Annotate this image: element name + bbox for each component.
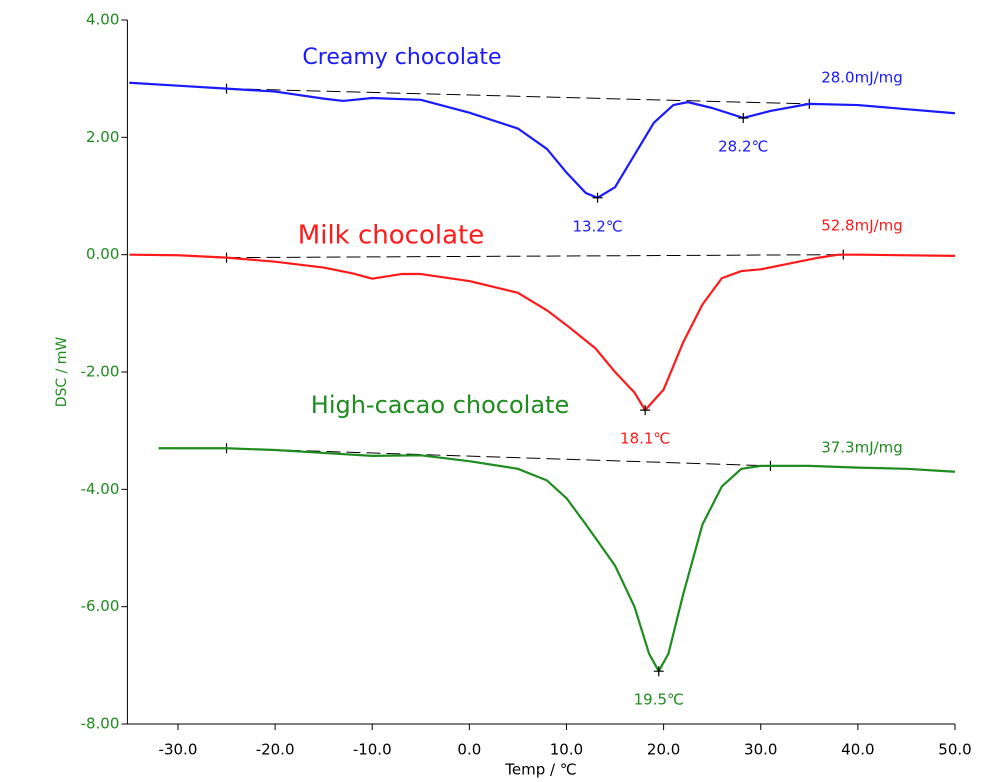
- peak-marker: [738, 112, 749, 123]
- x-tick-label: 0.0: [457, 741, 481, 759]
- y-tick-label: -2.00: [81, 363, 120, 381]
- series-name: Milk chocolate: [298, 221, 484, 251]
- baseline: [226, 88, 810, 105]
- peak-marker: [653, 666, 664, 677]
- series-line: [129, 81, 956, 199]
- enthalpy-label: 37.3mJ/mg: [821, 439, 903, 457]
- series-name: Creamy chocolate: [302, 45, 501, 70]
- peak-marker: [592, 192, 603, 203]
- x-tick-label: 40.0: [841, 741, 874, 759]
- x-axis-label: Temp / ℃: [504, 761, 576, 779]
- x-tick-label: -10.0: [353, 741, 392, 759]
- y-tick-label: -8.00: [81, 715, 120, 733]
- series-name: High-cacao chocolate: [311, 391, 569, 419]
- peak-label: 18.1℃: [620, 430, 670, 448]
- series-line: [129, 253, 956, 412]
- x-tick-label: 20.0: [647, 741, 680, 759]
- peak-label: 13.2℃: [572, 217, 622, 235]
- enthalpy-label: 28.0mJ/mg: [821, 69, 903, 87]
- peak-label: 28.2℃: [718, 137, 768, 155]
- peak-marker: [640, 405, 651, 416]
- y-tick-label: 4.00: [86, 11, 119, 29]
- x-tick-label: 30.0: [744, 741, 777, 759]
- baseline: [226, 447, 771, 467]
- y-tick-label: -6.00: [81, 597, 120, 615]
- y-tick-label: 0.00: [86, 245, 119, 263]
- x-tick-label: 10.0: [550, 741, 583, 759]
- y-tick-label: -4.00: [81, 480, 120, 498]
- x-tick-label: 50.0: [938, 741, 971, 759]
- y-axis-label: DSC / mW: [54, 337, 70, 408]
- y-tick-label: 2.00: [86, 128, 119, 146]
- series-line: [158, 447, 956, 673]
- enthalpy-label: 52.8mJ/mg: [821, 217, 903, 235]
- peak-label: 19.5℃: [634, 691, 684, 709]
- baseline: [226, 254, 844, 259]
- x-tick-label: -20.0: [256, 741, 295, 759]
- x-tick-label: -30.0: [159, 741, 198, 759]
